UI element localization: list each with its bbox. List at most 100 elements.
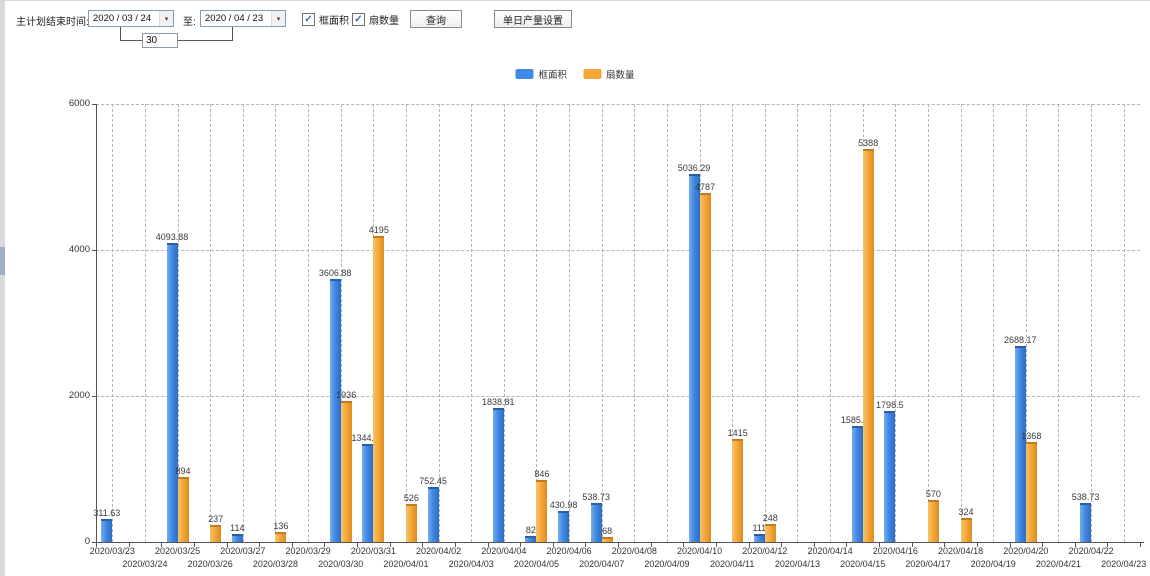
legend-label-fan-count: 扇数量 [606,70,635,81]
x-axis-tick [487,542,489,547]
gridline-vertical [144,104,146,542]
x-axis-tick [128,542,130,547]
x-axis-tick [422,542,424,547]
x-axis-date-label: 2020/04/10 [677,546,723,556]
x-axis-tick [1107,542,1109,547]
bar-value-label: 526 [403,492,419,503]
bar-value-label: 1344.95 [351,432,385,443]
gridline-vertical [1058,104,1060,542]
bar-value-label: 82 [525,525,536,535]
x-axis-date-label: 2020/03/26 [187,559,233,569]
bar-fan-count [536,480,548,542]
gridline-vertical [503,104,505,542]
x-axis-date-label: 2020/04/05 [513,559,559,569]
chart-legend: 框面积 扇数量 [515,67,635,81]
legend-item-frame-area[interactable]: 框面积 [515,67,567,81]
date-from-picker[interactable]: 2020 / 03 / 24 ▾ [88,10,174,27]
gridline-vertical [666,104,668,542]
x-axis-date-label: 2020/04/13 [774,559,820,569]
bar-fan-count [405,503,417,542]
y-axis-line [96,104,97,542]
legend-label-frame-area: 框面积 [538,70,567,81]
main-plan-end-time-label: 主计划结束时间: [16,17,89,28]
x-axis-tick [715,542,717,547]
x-axis-date-label: 2020/04/15 [840,559,886,569]
bar-value-label: 4093.88 [155,232,189,243]
to-label: 至: [183,17,196,28]
bar-fan-count [699,192,711,542]
bar-value-label: 4787 [695,181,716,192]
splitter-grip[interactable] [0,247,5,275]
bar-value-label: 311.63 [93,508,121,519]
bar-frame-area [884,410,896,542]
x-axis-date-label: 2020/04/18 [938,546,984,556]
x-axis-tick [650,542,652,547]
bar-frame-area [329,278,341,542]
x-axis-tick [454,542,456,547]
gridline-vertical [1091,104,1093,542]
legend-item-fan-count[interactable]: 扇数量 [583,67,635,81]
x-axis-date-label: 2020/04/04 [481,546,527,556]
chevron-down-icon[interactable]: ▾ [271,11,285,26]
x-axis-date-label: 2020/03/25 [155,546,201,556]
gridline-vertical [340,104,342,542]
bar-frame-area [851,426,863,542]
days-between-input[interactable]: 30 [142,33,178,48]
y-axis-tick [92,542,96,543]
bar-value-label: 114 [230,522,245,533]
x-axis-date-label: 2020/03/29 [285,546,331,556]
gridline-vertical [536,104,538,542]
x-axis-tick [193,542,195,547]
bar-fan-count [275,532,287,542]
x-axis-date-label: 2020/04/01 [383,559,429,569]
query-button[interactable]: 查询 [410,10,462,28]
bar-frame-area [427,487,439,542]
y-axis-tick-label: 0 [84,536,90,547]
bar-fan-count [764,523,776,542]
x-axis-date-label: 2020/04/12 [742,546,788,556]
x-axis-line [96,542,1144,543]
checkbox-frame-area-label: 框面积 [319,16,349,27]
gridline-vertical [569,104,571,542]
x-axis-date-label: 2020/04/20 [1003,546,1049,556]
gridline-vertical [112,104,114,542]
bar-value-label: 2688.17 [1004,334,1037,345]
gridline-vertical [177,104,179,542]
checkbox-fan-count[interactable]: ✓ 扇数量 [352,12,399,27]
x-axis-tick [1042,542,1044,547]
x-axis-tick [226,542,228,547]
date-from-value: 2020 / 03 / 24 [93,13,152,24]
x-axis-tick [259,542,261,547]
daily-output-settings-button[interactable]: 单日产量设置 [494,10,572,28]
gridline-vertical [438,104,440,542]
y-axis-tick [92,250,96,251]
bar-fan-count [862,148,874,542]
bar-frame-area [1080,502,1092,542]
bar-value-label: 136 [273,521,289,532]
x-axis-date-label: 2020/03/31 [350,546,396,556]
x-axis-date-label: 2020/03/27 [220,546,266,556]
checkmark-icon: ✓ [352,13,365,26]
bar-fan-count [210,524,222,542]
checkbox-frame-area[interactable]: ✓ 框面积 [302,12,349,27]
bar-value-label: 894 [175,465,191,476]
date-to-picker[interactable]: 2020 / 04 / 23 ▾ [200,10,286,27]
x-axis-date-label: 2020/04/09 [644,559,690,569]
bar-frame-area [362,443,374,542]
bar-value-label: 324 [958,507,974,518]
x-axis-tick [585,542,587,547]
x-axis-tick [879,542,880,547]
bar-frame-area [166,243,178,542]
gridline-horizontal [96,250,1140,251]
x-axis-date-label: 2020/04/19 [970,559,1016,569]
x-axis-date-label: 2020/03/24 [122,559,168,569]
date-to-value: 2020 / 04 / 23 [205,13,264,24]
x-axis-tick [976,542,978,547]
chevron-down-icon[interactable]: ▾ [159,11,173,26]
bar-value-label: 5036.29 [677,163,711,174]
bar-value-label: 111 [752,522,767,533]
bar-value-label: 68 [602,526,613,537]
gridline-vertical [308,104,310,542]
x-axis-tick [324,542,326,547]
x-axis-tick [911,542,913,547]
